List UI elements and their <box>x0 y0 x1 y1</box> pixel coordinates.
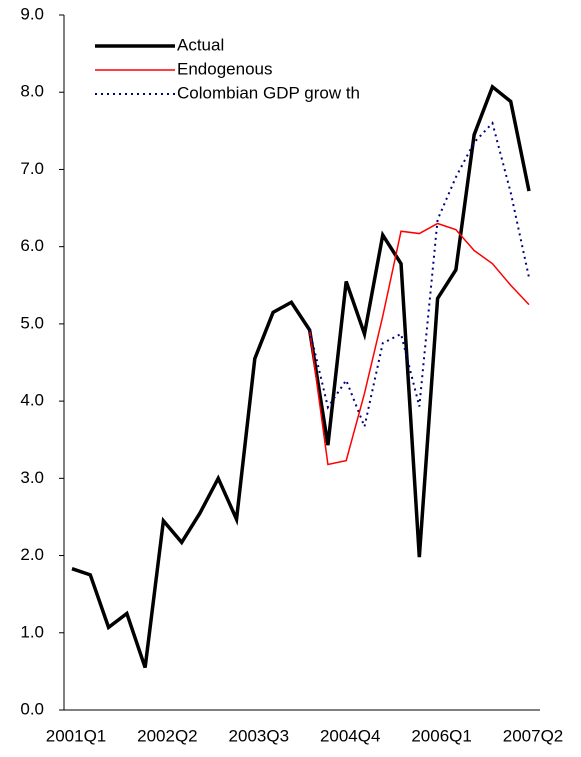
legend-label: Colombian GDP grow th <box>177 83 360 102</box>
x-tick-label: 2003Q3 <box>229 726 290 745</box>
x-tick-label: 2006Q1 <box>411 726 472 745</box>
legend-label: Actual <box>177 35 224 54</box>
legend: Actual Endogenous Colombian GDP grow th <box>95 35 360 102</box>
x-tick-label: 2001Q1 <box>46 726 107 745</box>
y-tick-label: 7.0 <box>20 159 44 178</box>
y-tick-label: 4.0 <box>20 391 44 410</box>
series-line <box>71 83 531 669</box>
y-tick-label: 1.0 <box>20 622 44 641</box>
series-line <box>308 121 530 431</box>
y-tick-label: 9.0 <box>20 4 44 23</box>
y-tick-label: 3.0 <box>20 468 44 487</box>
y-tick-label: 6.0 <box>20 236 44 255</box>
x-tick-label: 2002Q2 <box>137 726 198 745</box>
y-tick-label: 5.0 <box>20 313 44 332</box>
x-tick-label: 2004Q4 <box>320 726 381 745</box>
y-tick-label: 8.0 <box>20 82 44 101</box>
y-tick-label: 0.0 <box>20 699 44 718</box>
series-line <box>308 222 530 466</box>
legend-label: Endogenous <box>177 59 272 78</box>
y-tick-label: 2.0 <box>20 545 44 564</box>
x-tick-label: 2007Q2 <box>503 726 564 745</box>
